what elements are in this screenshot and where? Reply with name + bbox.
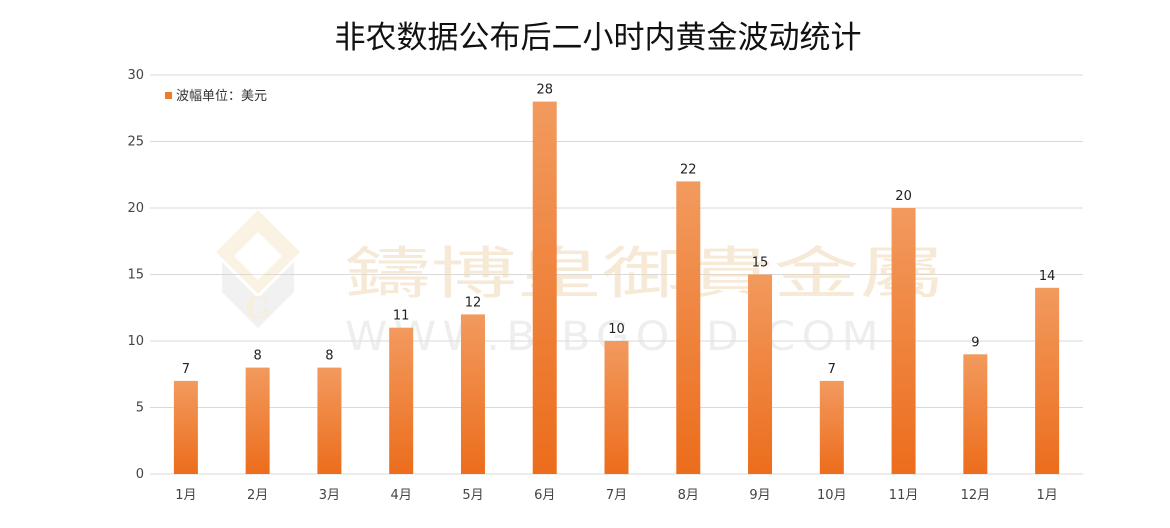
- bar: [532, 101, 557, 474]
- bar: [389, 327, 414, 474]
- bar: [604, 341, 629, 474]
- bar-series: [173, 101, 1060, 474]
- x-tick-label: 3月: [319, 488, 340, 503]
- data-label: 28: [536, 83, 553, 98]
- y-tick-label: 5: [136, 401, 144, 416]
- bar: [317, 367, 342, 474]
- data-label: 7: [828, 362, 836, 377]
- chart-title: 非农数据公布后二小时内黄金波动统计: [335, 20, 862, 56]
- x-tick-label: 5月: [462, 488, 483, 503]
- bar: [460, 314, 485, 474]
- x-tick-label: 1月: [1036, 488, 1057, 503]
- y-tick-label: 20: [127, 201, 144, 216]
- y-tick-label: 25: [127, 135, 144, 150]
- bar: [676, 181, 701, 474]
- data-label: 8: [254, 349, 262, 364]
- x-tick-label: 7月: [606, 488, 627, 503]
- x-tick-label: 8月: [678, 488, 699, 503]
- data-label: 7: [182, 362, 190, 377]
- data-label: 8: [325, 349, 333, 364]
- watermark-brand-text: 鑄博皇御貴金屬: [345, 242, 945, 307]
- y-tick-label: 15: [127, 268, 144, 283]
- y-tick-label: 0: [136, 467, 144, 482]
- y-tick-label: 30: [127, 68, 144, 83]
- data-label: 12: [465, 295, 482, 310]
- data-label: 9: [971, 335, 979, 350]
- bar: [891, 208, 916, 474]
- bar: [963, 354, 988, 474]
- bar: [173, 380, 198, 474]
- x-tick-label: 4月: [391, 488, 412, 503]
- data-label: 22: [680, 162, 697, 177]
- legend-swatch: [165, 92, 172, 99]
- data-label: 10: [608, 322, 625, 337]
- x-tick-label: 2月: [247, 488, 268, 503]
- legend: 波幅单位：美元: [165, 89, 267, 104]
- x-tick-label: 12月: [961, 488, 991, 503]
- y-axis-ticks: 0 5 10 15 20 25 30: [127, 68, 144, 482]
- x-tick-label: 9月: [749, 488, 770, 503]
- data-labels: 7 8 8 11 12 28 10 22 15 7 20 9 14: [182, 83, 1056, 377]
- data-label: 14: [1039, 269, 1056, 284]
- data-label: 15: [752, 256, 769, 271]
- x-tick-label: 10月: [817, 488, 847, 503]
- watermark-logo: G: [216, 210, 300, 328]
- svg-text:G: G: [245, 291, 271, 326]
- legend-label: 波幅单位：美元: [176, 89, 267, 104]
- bar: [1035, 287, 1060, 474]
- bar: [819, 380, 844, 474]
- watermark: G 鑄博皇御貴金屬 WWW.BIBGOLD.COM: [216, 210, 945, 360]
- bar: [748, 274, 773, 474]
- bar: [245, 367, 270, 474]
- x-tick-label: 1月: [175, 488, 196, 503]
- x-axis-ticks: 1月 2月 3月 4月 5月 6月 7月 8月 9月 10月 11月 12月 1月: [175, 488, 1058, 503]
- data-label: 20: [895, 189, 912, 204]
- x-tick-label: 6月: [534, 488, 555, 503]
- x-tick-label: 11月: [889, 488, 919, 503]
- y-tick-label: 10: [127, 334, 144, 349]
- data-label: 11: [393, 309, 410, 324]
